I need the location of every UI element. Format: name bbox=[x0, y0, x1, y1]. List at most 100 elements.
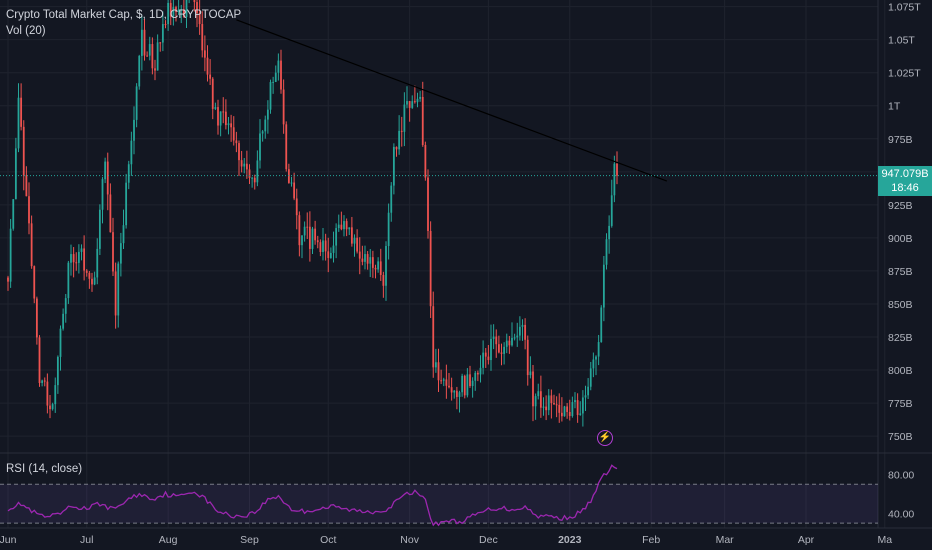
candle-body bbox=[43, 380, 46, 382]
candle-body bbox=[413, 101, 416, 103]
candle bbox=[280, 49, 282, 94]
candle bbox=[295, 188, 298, 230]
candle-body bbox=[366, 254, 369, 264]
candle bbox=[448, 372, 450, 389]
lightning-icon[interactable]: ⚡ bbox=[597, 430, 613, 446]
candle bbox=[429, 221, 432, 318]
candle-body bbox=[532, 371, 534, 407]
volume-legend[interactable]: Vol (20) bbox=[6, 25, 46, 37]
candle-body bbox=[597, 342, 600, 357]
time-tick-label: Feb bbox=[642, 534, 660, 546]
candle-body bbox=[30, 223, 33, 267]
candle-body bbox=[209, 74, 212, 79]
candle-body bbox=[295, 198, 298, 216]
candle bbox=[324, 233, 327, 261]
price-tick-label: 975B bbox=[888, 134, 913, 146]
candle-body bbox=[403, 104, 406, 132]
candle-body bbox=[303, 226, 306, 236]
price-tick-label: 1.075T bbox=[888, 2, 921, 14]
candle-body bbox=[106, 161, 109, 195]
candle-body bbox=[432, 306, 435, 368]
candle bbox=[550, 389, 553, 419]
candle bbox=[33, 265, 36, 304]
rsi-tick-label: 80.00 bbox=[888, 469, 914, 481]
candle-body bbox=[59, 328, 62, 357]
candle bbox=[595, 355, 597, 376]
candle-body bbox=[119, 243, 122, 264]
candle-body bbox=[608, 225, 611, 240]
candle bbox=[474, 370, 477, 391]
candle-body bbox=[448, 385, 450, 388]
candle-body bbox=[500, 352, 503, 354]
candle bbox=[568, 399, 571, 421]
candle bbox=[230, 114, 233, 142]
candle bbox=[211, 77, 214, 120]
candle bbox=[413, 85, 416, 104]
candle bbox=[340, 211, 343, 231]
chart-title[interactable]: Crypto Total Market Cap, $, 1D, CRYPTOCA… bbox=[6, 9, 242, 21]
candle bbox=[70, 244, 72, 276]
candle-body bbox=[526, 339, 529, 376]
candle-body bbox=[80, 248, 83, 252]
candle bbox=[466, 368, 469, 398]
candle-body bbox=[463, 375, 466, 396]
candle-body bbox=[93, 277, 96, 285]
candle-body bbox=[248, 169, 251, 178]
candle bbox=[248, 164, 251, 185]
candle bbox=[290, 176, 293, 187]
candle bbox=[80, 244, 83, 261]
candle bbox=[20, 83, 23, 131]
candle-body bbox=[337, 224, 340, 229]
candle bbox=[154, 59, 156, 81]
candle bbox=[133, 106, 135, 155]
candle bbox=[240, 150, 243, 173]
candle-body bbox=[245, 163, 248, 170]
candle-body bbox=[280, 60, 282, 90]
candle bbox=[505, 333, 508, 354]
candle bbox=[114, 262, 117, 329]
price-tick-label: 800B bbox=[888, 365, 913, 377]
candle-body bbox=[238, 143, 240, 161]
candle bbox=[560, 397, 563, 422]
candle-body bbox=[41, 380, 44, 383]
price-tick-label: 1T bbox=[888, 101, 901, 113]
candle bbox=[206, 45, 209, 82]
candle-body bbox=[122, 225, 125, 244]
candle bbox=[602, 256, 605, 322]
candle bbox=[64, 293, 67, 323]
candle-body bbox=[345, 221, 348, 230]
candle-body bbox=[322, 240, 324, 253]
candle-body bbox=[479, 367, 482, 375]
candle bbox=[56, 355, 59, 394]
candle-body bbox=[553, 403, 555, 405]
candle-body bbox=[143, 29, 146, 56]
time-tick-label: Nov bbox=[400, 534, 419, 546]
candle bbox=[534, 393, 537, 420]
candle-body bbox=[22, 126, 25, 176]
candle-body bbox=[560, 412, 563, 417]
candle bbox=[421, 81, 424, 147]
candle bbox=[67, 260, 70, 304]
candle-body bbox=[487, 356, 490, 361]
candle bbox=[350, 216, 353, 247]
candle bbox=[608, 215, 611, 254]
candle bbox=[214, 102, 217, 111]
candle bbox=[495, 329, 498, 358]
candle-body bbox=[214, 107, 217, 109]
candle bbox=[101, 177, 104, 224]
candle bbox=[398, 115, 401, 155]
candle-body bbox=[282, 89, 285, 125]
candle bbox=[203, 35, 206, 72]
candle bbox=[353, 234, 356, 257]
candle-body bbox=[442, 379, 445, 381]
candle-body bbox=[285, 124, 288, 170]
candle bbox=[490, 324, 492, 371]
candle-body bbox=[574, 400, 576, 403]
time-tick-label: Aug bbox=[159, 534, 178, 546]
candle-body bbox=[161, 24, 164, 43]
candle-body bbox=[566, 406, 569, 412]
candle bbox=[555, 396, 558, 418]
rsi-legend[interactable]: RSI (14, close) bbox=[6, 463, 83, 475]
candle bbox=[222, 97, 225, 124]
